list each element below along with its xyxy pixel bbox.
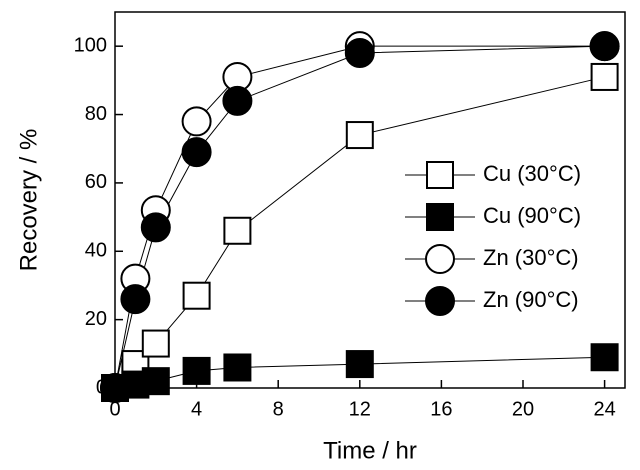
marker-square (141, 367, 170, 396)
marker-circle (140, 212, 171, 243)
marker-square (223, 216, 252, 245)
x-axis-label: Time / hr (323, 437, 417, 464)
legend-marker (426, 161, 454, 189)
marker-square (141, 329, 170, 358)
legend-marker (426, 203, 454, 231)
x-tick-label: 4 (191, 398, 202, 420)
marker-square (590, 343, 619, 372)
marker-square (223, 353, 252, 382)
marker-square (345, 121, 374, 150)
plot-frame (114, 11, 626, 389)
legend-marker (425, 244, 455, 274)
marker-circle (222, 85, 253, 116)
y-tick-label: 40 (85, 240, 107, 262)
x-tick-label: 12 (349, 398, 371, 420)
y-tick-label: 100 (74, 34, 107, 56)
x-tick-label: 16 (430, 398, 452, 420)
y-tick-label: 60 (85, 171, 107, 193)
marker-square (182, 356, 211, 385)
marker-circle (181, 137, 212, 168)
legend-label: Zn (90°C) (483, 287, 579, 312)
marker-circle (181, 106, 212, 137)
legend-marker (425, 286, 455, 316)
y-tick-label: 80 (85, 103, 107, 125)
marker-circle (100, 373, 130, 403)
y-tick-label: 20 (85, 308, 107, 330)
y-axis-label: Recovery / % (15, 129, 42, 272)
marker-square (590, 62, 619, 91)
x-tick-label: 24 (593, 398, 615, 420)
legend-label: Cu (90°C) (483, 203, 581, 228)
x-tick-label: 20 (512, 398, 534, 420)
legend-label: Cu (30°C) (483, 161, 581, 186)
x-tick-label: 8 (273, 398, 284, 420)
x-tick-label: 0 (109, 398, 120, 420)
marker-circle (589, 31, 620, 62)
marker-square (182, 281, 211, 310)
marker-circle (344, 38, 375, 69)
marker-circle (120, 284, 151, 315)
marker-square (345, 350, 374, 379)
legend-label: Zn (30°C) (483, 245, 579, 270)
